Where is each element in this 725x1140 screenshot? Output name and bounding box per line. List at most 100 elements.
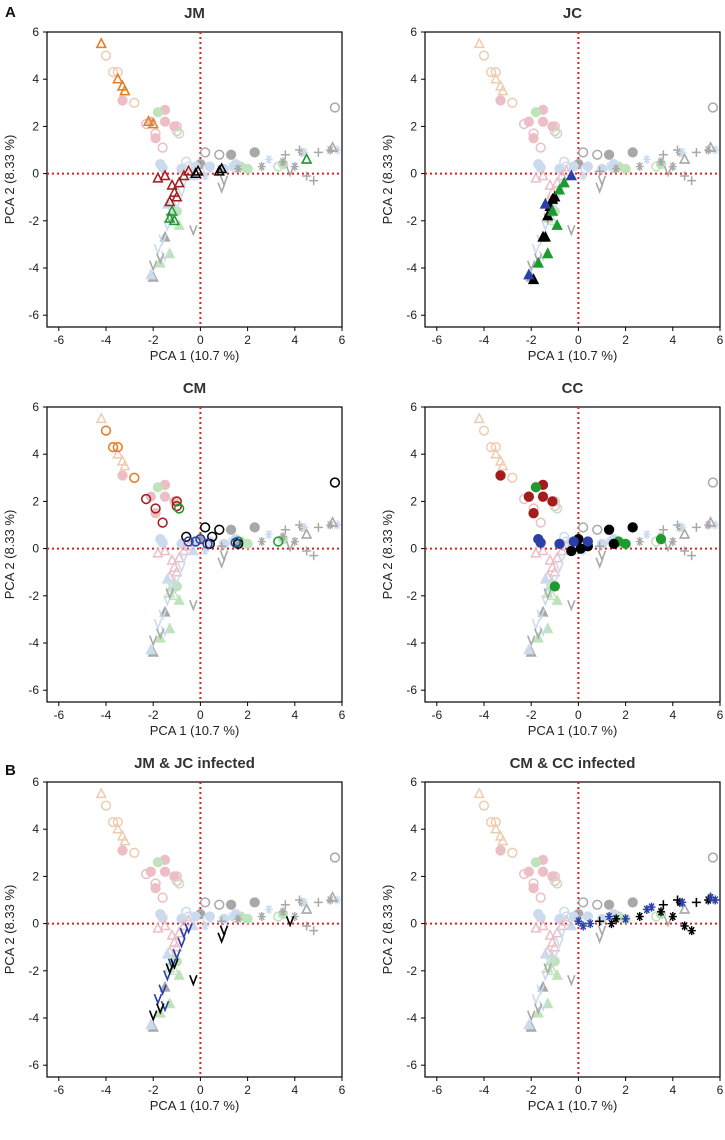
x-tick-label: 0 bbox=[575, 1083, 582, 1097]
data-point bbox=[152, 171, 164, 183]
data-point bbox=[329, 477, 341, 488]
background-point bbox=[249, 897, 260, 908]
background-point bbox=[264, 529, 273, 539]
background-point bbox=[565, 919, 577, 931]
background-point bbox=[549, 125, 560, 137]
background-point bbox=[526, 635, 536, 647]
background-point bbox=[309, 926, 319, 936]
background-point bbox=[119, 834, 131, 846]
background-point bbox=[490, 72, 502, 84]
background-point bbox=[668, 537, 677, 547]
background-point bbox=[538, 625, 548, 638]
series-orange-triangles bbox=[95, 37, 159, 129]
data-point bbox=[532, 256, 544, 268]
data-point bbox=[300, 152, 313, 164]
series-blue-dots bbox=[533, 534, 593, 550]
background-point bbox=[242, 913, 253, 925]
background-point bbox=[290, 912, 299, 922]
x-tick-label: -2 bbox=[148, 1083, 159, 1097]
background-point bbox=[219, 550, 229, 562]
x-tick-label: 2 bbox=[244, 1083, 251, 1097]
background-point bbox=[561, 161, 572, 172]
background-point bbox=[333, 895, 342, 905]
background-point bbox=[148, 260, 158, 272]
data-point bbox=[539, 230, 551, 242]
data-point bbox=[620, 538, 631, 550]
series-green-filled-triangles bbox=[532, 176, 570, 268]
background-point bbox=[257, 537, 266, 547]
background-samples bbox=[473, 37, 720, 282]
y-tick-label: -2 bbox=[406, 964, 417, 978]
background-point bbox=[214, 899, 225, 910]
background-point bbox=[159, 544, 171, 556]
background-point bbox=[627, 147, 638, 158]
x-tick-label: 0 bbox=[575, 708, 582, 722]
background-point bbox=[300, 527, 313, 539]
y-tick-label: 0 bbox=[410, 167, 417, 181]
data-point bbox=[582, 536, 593, 547]
data-point bbox=[568, 536, 579, 547]
y-tick-label: 6 bbox=[32, 775, 39, 789]
background-point bbox=[478, 800, 490, 811]
background-point bbox=[249, 522, 260, 533]
background-point bbox=[597, 550, 607, 562]
x-tick-label: 0 bbox=[197, 333, 204, 347]
background-point bbox=[171, 125, 182, 137]
background-point bbox=[302, 171, 312, 181]
background-point bbox=[300, 147, 309, 157]
background-point bbox=[567, 599, 576, 612]
background-point bbox=[537, 544, 549, 556]
background-point bbox=[183, 911, 194, 922]
data-point bbox=[535, 537, 546, 548]
background-point bbox=[687, 551, 697, 561]
background-point bbox=[539, 572, 551, 584]
background-point bbox=[555, 937, 564, 949]
data-point bbox=[539, 197, 551, 209]
y-tick-label: -4 bbox=[406, 261, 417, 275]
data-point bbox=[668, 912, 677, 922]
background-point bbox=[333, 520, 342, 530]
y-tick-label: 6 bbox=[32, 25, 39, 39]
x-tick-label: 4 bbox=[669, 708, 676, 722]
background-point bbox=[530, 107, 542, 118]
series-orange-circles bbox=[100, 425, 140, 483]
background-point bbox=[279, 157, 287, 167]
background-point bbox=[201, 171, 210, 181]
background-point bbox=[549, 565, 561, 577]
series-blue-filled-triangles bbox=[523, 169, 577, 280]
background-point bbox=[678, 527, 691, 539]
background-point bbox=[158, 234, 167, 246]
x-tick-label: 0 bbox=[197, 708, 204, 722]
background-point bbox=[150, 128, 161, 139]
y-tick-label: -2 bbox=[406, 214, 417, 228]
background-point bbox=[117, 95, 128, 106]
background-point bbox=[177, 187, 186, 199]
data-point bbox=[189, 974, 198, 987]
background-point bbox=[199, 897, 211, 908]
background-point bbox=[551, 968, 563, 980]
y-axis-label: PCA 2 (8.33 %) bbox=[380, 135, 395, 225]
background-point bbox=[579, 171, 588, 181]
background-point bbox=[157, 912, 168, 923]
data-point bbox=[148, 1010, 158, 1022]
chart-title: CM & CC infected bbox=[510, 755, 636, 772]
background-point bbox=[473, 37, 485, 49]
data-point bbox=[551, 218, 563, 230]
background-point bbox=[473, 787, 485, 799]
data-point bbox=[184, 923, 193, 935]
background-point bbox=[264, 904, 273, 914]
data-point bbox=[171, 496, 182, 507]
y-tick-label: -6 bbox=[406, 683, 417, 697]
data-point bbox=[171, 500, 182, 512]
data-point bbox=[174, 503, 185, 514]
background-point bbox=[158, 609, 167, 621]
x-tick-label: 4 bbox=[291, 1083, 298, 1097]
background-point bbox=[112, 822, 124, 834]
data-point bbox=[608, 538, 619, 550]
data-point bbox=[558, 176, 570, 188]
x-tick-label: 6 bbox=[717, 1083, 724, 1097]
data-point bbox=[575, 543, 586, 554]
data-point bbox=[642, 904, 651, 914]
data-point bbox=[150, 503, 161, 514]
background-point bbox=[152, 107, 164, 118]
